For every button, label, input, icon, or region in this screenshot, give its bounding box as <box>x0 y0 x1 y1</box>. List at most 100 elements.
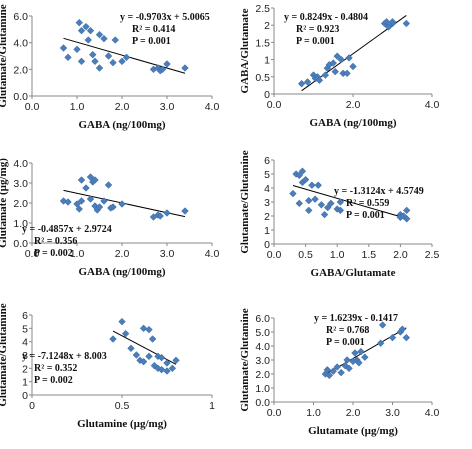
data-point <box>325 371 334 380</box>
y-axis-title: Glutamate (µg/mg) <box>0 158 9 248</box>
y-tick-label: 4.0 <box>13 38 28 50</box>
y-tick-label: 2.0 <box>13 198 28 210</box>
data-point <box>315 76 324 84</box>
data-point <box>295 171 304 180</box>
data-point <box>398 325 407 333</box>
x-tick-label: 2.0 <box>346 99 361 111</box>
y-tick-label: 5.0 <box>255 327 270 339</box>
data-point <box>64 198 72 206</box>
data-point <box>158 65 167 74</box>
data-point <box>121 329 130 338</box>
data-point <box>64 53 72 62</box>
y-tick-label: 5 <box>264 169 270 181</box>
data-point <box>118 200 126 208</box>
data-point <box>337 55 345 64</box>
x-tick-label: 0.0 <box>25 248 40 260</box>
data-point <box>75 18 84 27</box>
trendline <box>63 37 186 74</box>
data-point <box>118 57 126 66</box>
data-point <box>305 196 313 205</box>
data-point <box>163 60 171 68</box>
data-point <box>86 173 95 181</box>
y-tick-label: 2 <box>264 20 270 32</box>
y-axis-title: Glutamate/Glutamine <box>0 4 9 107</box>
r-squared-label: R² = 0.356 <box>34 236 77 247</box>
data-point <box>100 197 108 205</box>
r-squared-label: R² = 0.414 <box>132 24 175 35</box>
data-point <box>145 352 153 361</box>
x-tick-label: 4.0 <box>205 101 220 113</box>
data-point <box>100 34 108 43</box>
p-value-label: P = 0.001 <box>346 210 385 221</box>
chart-panel-4: 0.0 0.5 1.0 1.5 2.0 2.5 0 1 2 3 4 5 6 GABA/Glutamate G… <box>239 150 439 279</box>
y-tick-label: 3.0 <box>13 178 28 190</box>
x-tick-label: 4.0 <box>425 407 440 419</box>
x-tick-label: 2.0 <box>393 249 408 261</box>
data-point <box>109 335 117 343</box>
y-axis-title: Glutamate/Glutamine <box>239 150 251 253</box>
data-point <box>329 367 338 375</box>
x-tick-label: 3.0 <box>160 101 175 113</box>
y-tick-label: 1 <box>264 225 270 237</box>
data-point <box>77 57 86 66</box>
data-point <box>333 52 341 60</box>
regression-equation: y = -0.9703x + 5.0065 <box>120 12 210 23</box>
data-point <box>73 200 81 208</box>
data-point <box>132 351 141 359</box>
data-point <box>402 333 411 342</box>
data-point <box>95 203 104 211</box>
data-point <box>399 212 408 220</box>
x-tick-label: 3.0 <box>385 407 400 419</box>
data-point <box>150 361 159 370</box>
x-tick-label: 1.0 <box>70 248 85 260</box>
data-point <box>111 36 120 44</box>
data-point <box>91 176 99 184</box>
data-point <box>402 206 411 215</box>
data-point <box>163 209 171 217</box>
data-point <box>77 197 86 205</box>
y-tick-label: 6 <box>264 155 270 167</box>
data-point <box>163 359 171 367</box>
data-point <box>343 356 351 364</box>
x-axis-title: Glutamine (µg/mg) <box>77 418 167 430</box>
data-point <box>168 364 177 373</box>
data-point <box>91 57 99 66</box>
regression-equation: y = -7.1248x + 8.003 <box>22 351 107 362</box>
y-tick-label: 0.5 <box>255 72 270 84</box>
x-tick-label: 0.5 <box>298 249 313 261</box>
data-point <box>378 321 387 329</box>
data-point <box>109 58 117 67</box>
data-point <box>95 64 104 72</box>
x-axis-title: GABA (ng/100mg) <box>78 266 165 278</box>
p-value-label: P = 0.001 <box>326 337 365 348</box>
x-tick-label: 0.0 <box>267 99 282 111</box>
data-point <box>298 167 307 175</box>
data-point <box>317 201 326 209</box>
data-point <box>172 356 180 365</box>
data-point <box>139 357 148 366</box>
x-tick-label: 3.0 <box>160 248 175 260</box>
data-point <box>337 368 345 377</box>
y-tick-label: 0 <box>22 390 28 402</box>
data-point <box>305 206 313 215</box>
data-point <box>345 54 353 62</box>
data-point <box>361 353 369 361</box>
data-point <box>295 199 304 208</box>
x-tick-label: 0.0 <box>267 407 282 419</box>
x-tick-label: 2.0 <box>115 248 130 260</box>
data-point <box>327 199 335 208</box>
data-point <box>104 181 113 189</box>
data-point <box>139 324 148 333</box>
y-tick-label: 0 <box>264 89 270 101</box>
data-point <box>127 344 135 353</box>
y-tick-label: 4 <box>22 337 28 349</box>
y-tick-label: 1.0 <box>255 383 270 395</box>
data-point <box>82 22 90 31</box>
data-point <box>355 359 363 367</box>
y-axis-title: Glutamate/Glutamine <box>0 303 9 406</box>
x-tick-label: 2.0 <box>115 101 130 113</box>
chart-panel-2: 0.0 2.0 4.0 0 0.5 1 1.5 2 2.5 GABA (ng/100mg) GABA… <box>239 3 439 129</box>
x-tick-label: 1.0 <box>70 101 85 113</box>
